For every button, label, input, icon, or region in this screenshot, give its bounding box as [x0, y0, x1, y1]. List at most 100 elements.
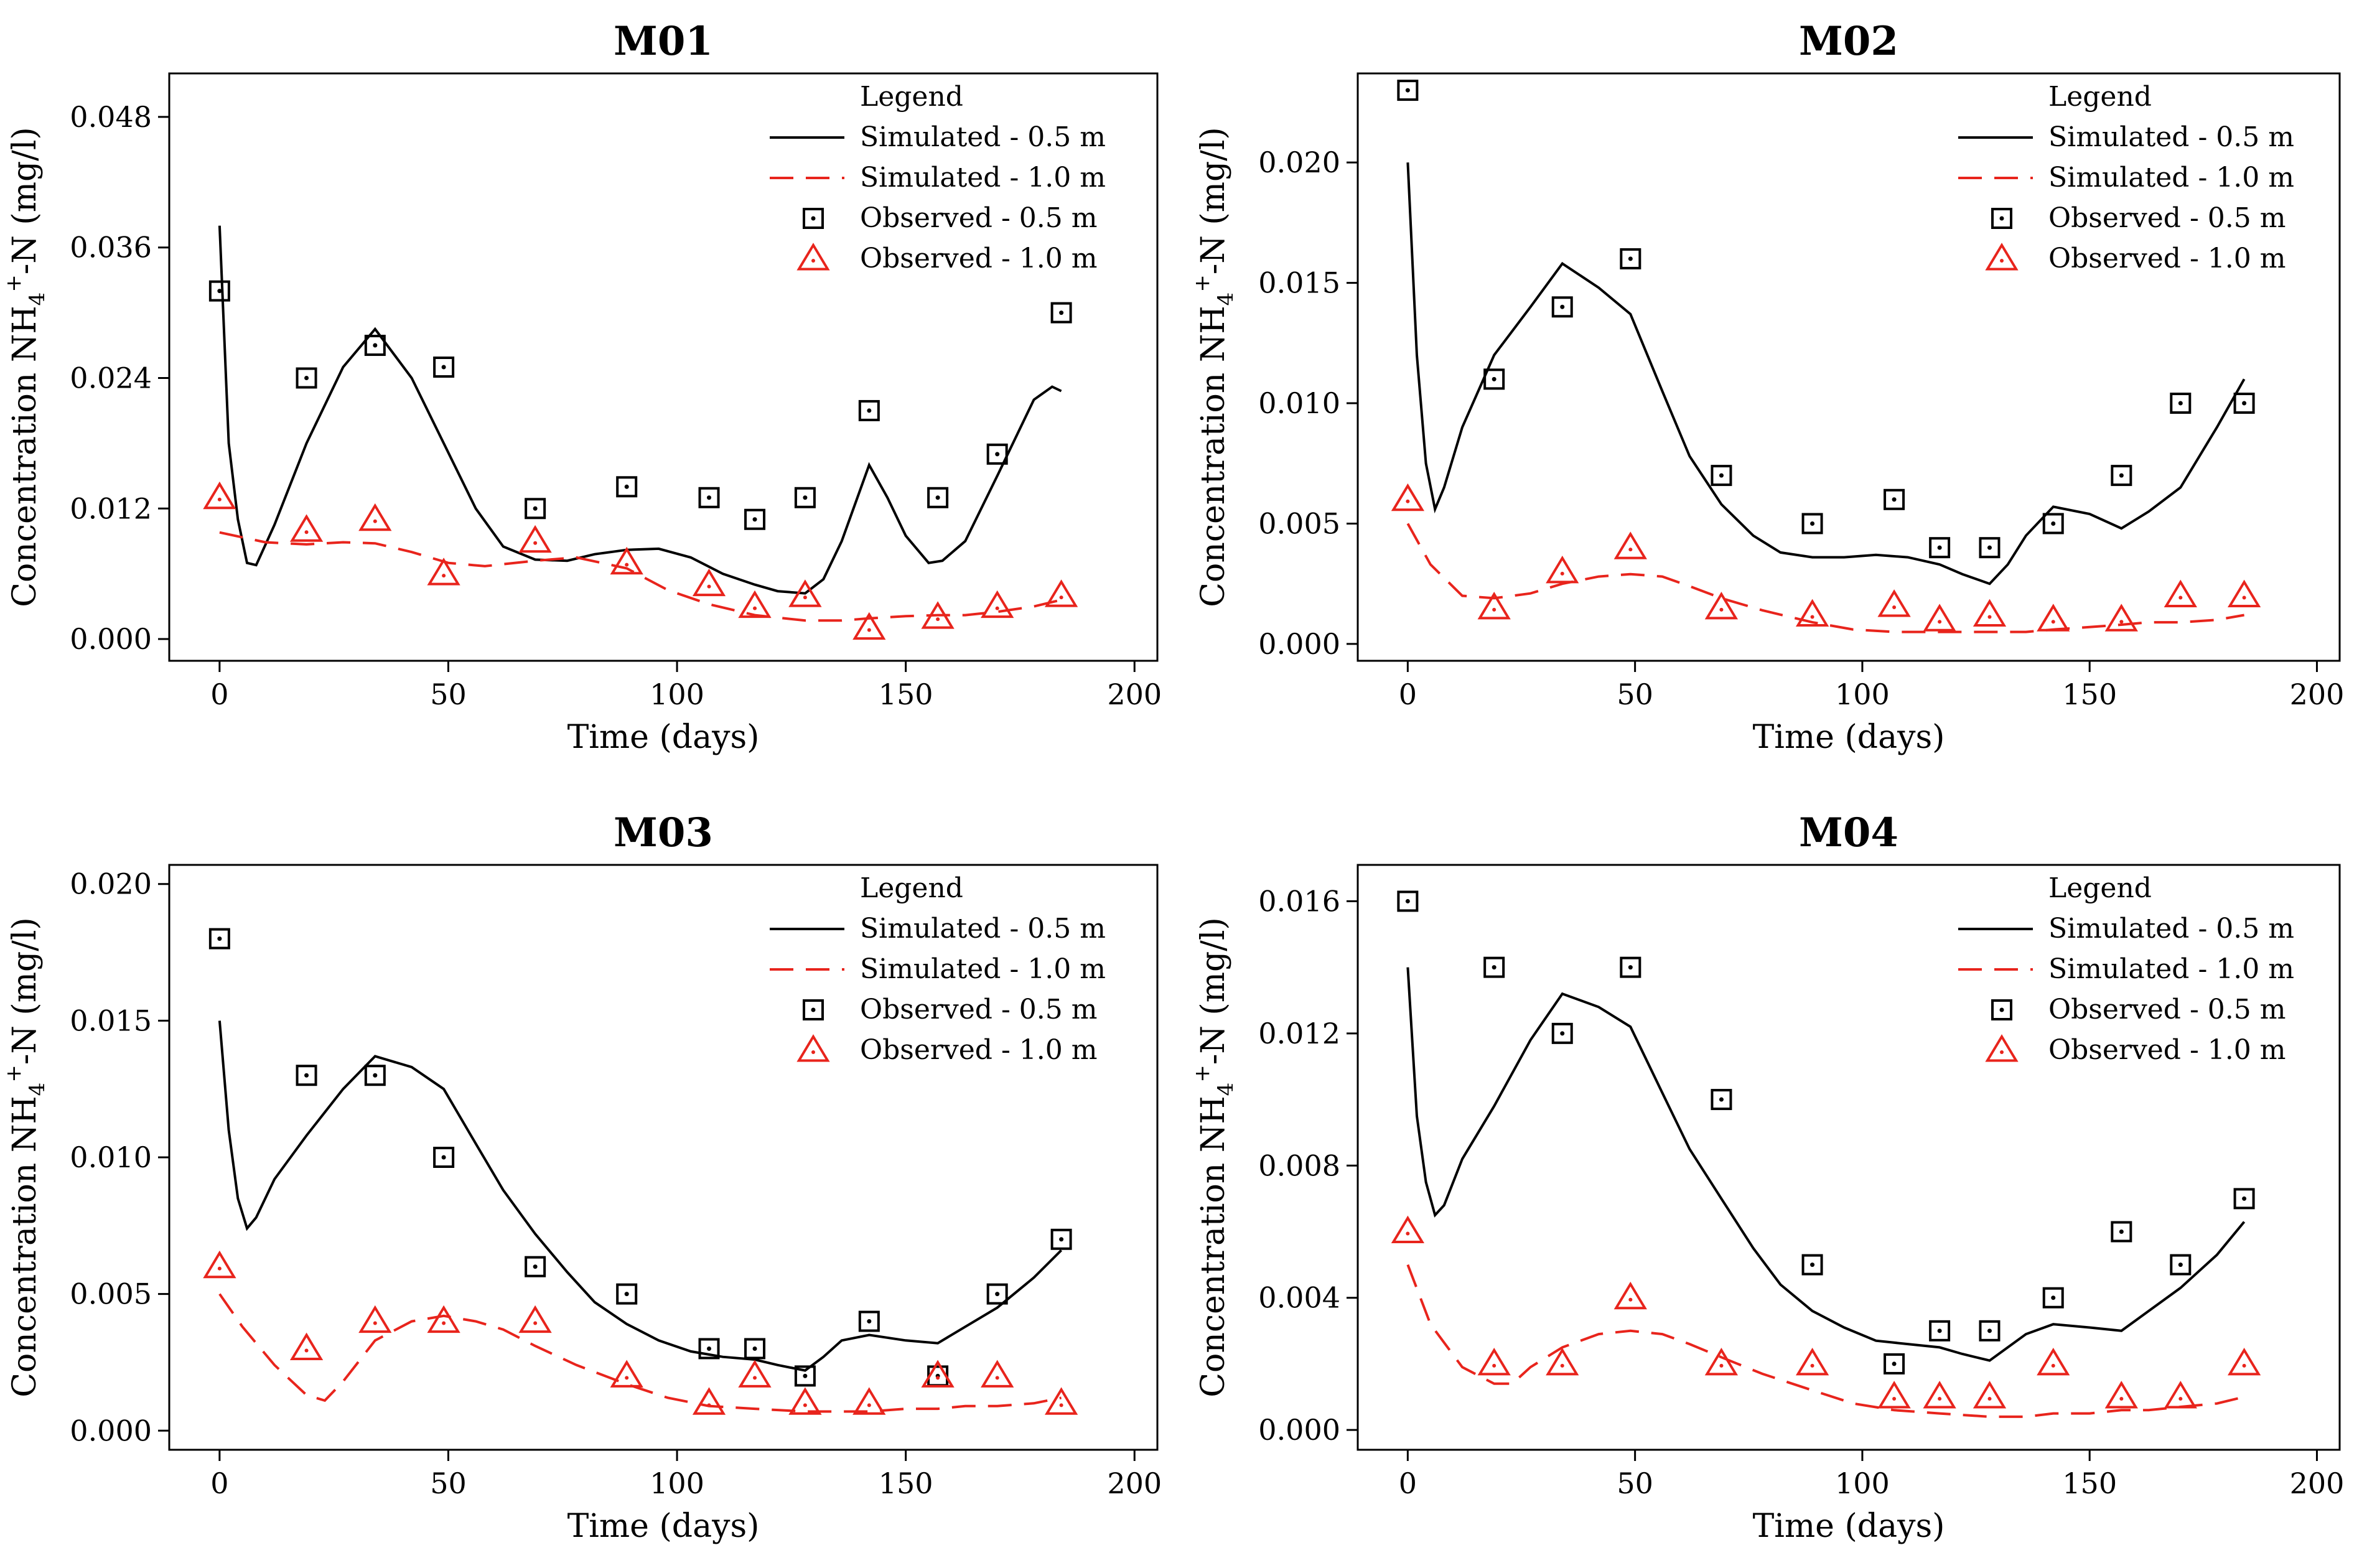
y-tick-label: 0.036	[70, 231, 152, 264]
x-tick-label: 150	[879, 1467, 933, 1500]
y-axis-label: Concentration NH4+-N (mg/l)	[1190, 917, 1238, 1398]
point-observed-10m-dot	[753, 1376, 757, 1380]
y-tick-label: 0.015	[1258, 266, 1340, 300]
point-observed-10m	[610, 546, 643, 575]
point-observed-10m	[1795, 599, 1829, 627]
point-observed-10m-dot	[1560, 1363, 1564, 1368]
x-tick-label: 150	[2062, 678, 2117, 711]
point-observed-05m-dot	[1810, 1262, 1815, 1267]
plot-area	[1406, 162, 2246, 633]
point-observed-10m-dot	[867, 628, 871, 632]
legend-entry-label: Observed - 1.0 m	[2048, 243, 2286, 274]
legend: Legend Simulated - 0.5 m Simulated - 1.0 m…	[770, 872, 1106, 1066]
series-line-simulated-05m	[1406, 967, 2246, 1362]
point-observed-05m	[2170, 393, 2192, 414]
point-observed-05m-dot	[867, 1319, 872, 1324]
x-tick-label: 200	[2290, 678, 2345, 711]
point-observed-10m	[1391, 483, 1425, 511]
y-tick-label: 0.008	[1258, 1149, 1340, 1182]
point-observed-10m-dot	[995, 1376, 999, 1380]
point-observed-05m	[986, 1283, 1008, 1305]
point-observed-05m-dot	[1937, 545, 1942, 550]
point-observed-05m	[1929, 1320, 1951, 1342]
point-observed-05m-dot	[624, 484, 629, 489]
point-observed-05m	[2233, 393, 2255, 414]
point-observed-10m-dot	[533, 541, 538, 545]
point-observed-05m-dot	[1059, 1237, 1064, 1242]
chart-title: M04	[1799, 810, 1898, 856]
legend: Legend Simulated - 0.5 m Simulated - 1.0 m…	[1958, 81, 2294, 274]
point-observed-10m-dot	[625, 562, 629, 567]
point-observed-10m	[1973, 599, 2007, 627]
point-observed-10m-dot	[1492, 1363, 1497, 1368]
y-tick-label: 0.048	[70, 100, 152, 134]
point-observed-10m	[852, 1387, 886, 1415]
y-tick-label: 0.012	[70, 492, 152, 525]
point-observed-05m	[744, 508, 766, 530]
legend-entry-label: Observed - 1.0 m	[2048, 1034, 2286, 1066]
point-observed-05m	[858, 1310, 880, 1332]
point-observed-05m-dot	[1810, 521, 1815, 526]
point-observed-05m-dot	[1492, 965, 1497, 970]
point-observed-05m	[364, 335, 386, 357]
point-observed-10m	[358, 1305, 392, 1333]
point-observed-05m	[698, 487, 720, 508]
point-observed-10m-dot	[2051, 1363, 2055, 1368]
point-observed-05m-dot	[2242, 1196, 2247, 1201]
point-observed-10m	[1877, 589, 1911, 617]
legend-entry-label: Simulated - 1.0 m	[2048, 953, 2294, 985]
legend-swatch-observed-10m	[796, 1034, 830, 1062]
point-observed-10m	[981, 590, 1014, 618]
legend-swatch-observed-10m	[1985, 1034, 2019, 1062]
point-observed-05m	[616, 1283, 638, 1305]
legend-swatch-observed-10m	[1985, 243, 2019, 271]
series-line-simulated-05m	[218, 1020, 1063, 1372]
plot-area	[218, 1020, 1063, 1413]
point-observed-05m-dot	[707, 495, 712, 500]
point-observed-10m-dot	[707, 1403, 711, 1407]
point-observed-05m	[986, 443, 1008, 465]
point-observed-10m-dot	[2178, 1397, 2183, 1401]
plot-frame	[168, 864, 1159, 1451]
point-observed-05m-dot	[995, 1292, 1000, 1297]
point-observed-10m	[1044, 579, 1078, 607]
point-observed-10m-dot	[1406, 499, 1410, 503]
point-observed-10m	[1973, 1381, 2007, 1409]
point-observed-10m-dot	[1719, 1363, 1724, 1368]
point-observed-05m-dot	[1492, 376, 1497, 381]
y-tick-label: 0.010	[70, 1141, 152, 1174]
point-observed-10m-dot	[1892, 605, 1897, 610]
point-observed-10m	[203, 1250, 236, 1279]
x-tick-label: 50	[430, 678, 467, 711]
point-observed-05m-dot	[1560, 304, 1565, 309]
point-observed-10m	[518, 525, 552, 553]
legend-swatch-dot	[811, 1050, 815, 1054]
legend-entry-label: Observed - 0.5 m	[2048, 202, 2286, 234]
x-tick-label: 150	[2062, 1467, 2117, 1500]
point-observed-10m-dot	[1059, 1403, 1063, 1407]
point-observed-05m-dot	[2242, 401, 2247, 406]
y-tick-label: 0.005	[70, 1277, 152, 1311]
point-observed-10m	[1477, 592, 1511, 620]
legend-swatch-observed-05m	[803, 208, 824, 229]
point-observed-10m	[427, 1305, 460, 1333]
point-observed-10m	[2164, 579, 2197, 607]
point-observed-10m-dot	[2119, 620, 2124, 624]
point-observed-05m-dot	[707, 1346, 712, 1351]
x-axis-label: Time (days)	[567, 719, 760, 756]
point-observed-05m	[1483, 956, 1505, 978]
legend-entry-label: Simulated - 0.5 m	[2048, 121, 2294, 153]
point-observed-10m-dot	[373, 519, 377, 523]
point-observed-10m-dot	[707, 584, 711, 589]
y-tick-label: 0.020	[70, 867, 152, 901]
point-observed-05m	[1979, 1320, 2001, 1342]
point-observed-05m-dot	[867, 408, 872, 413]
y-tick-label: 0.005	[1258, 506, 1340, 540]
point-observed-10m	[921, 601, 955, 629]
point-observed-05m-dot	[935, 495, 940, 500]
point-observed-05m-dot	[803, 1373, 808, 1378]
legend: Legend Simulated - 0.5 m Simulated - 1.0 m…	[1958, 872, 2294, 1066]
legend-swatch-dot	[2000, 1050, 2004, 1054]
point-observed-10m	[788, 1387, 822, 1415]
